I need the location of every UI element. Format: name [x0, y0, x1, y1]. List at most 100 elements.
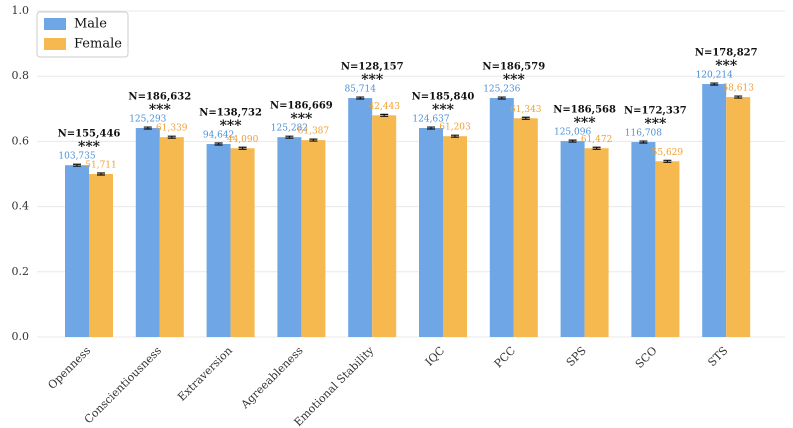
count-label: 124,637	[412, 115, 449, 125]
bar	[372, 115, 397, 337]
bar	[726, 97, 751, 338]
count-label: 58,613	[722, 84, 754, 94]
y-tick-label: 0.2	[12, 265, 30, 278]
error-bar	[214, 142, 223, 146]
legend-swatch	[44, 38, 66, 50]
legend-label: Female	[74, 37, 122, 52]
x-tick-label: SCO	[633, 344, 660, 371]
significance: ***	[361, 72, 384, 88]
error-bar	[309, 138, 318, 142]
bar	[513, 118, 538, 337]
count-label: 61,203	[439, 123, 471, 133]
bar	[159, 137, 184, 337]
n-label: N=186,579	[482, 62, 545, 73]
error-bar	[167, 135, 176, 139]
error-bar	[497, 96, 506, 100]
n-label: N=138,732	[199, 108, 262, 119]
x-tick-label: Openness	[45, 344, 93, 392]
count-label: 116,708	[625, 129, 662, 139]
bar	[631, 142, 656, 337]
y-tick-label: 0.0	[12, 330, 30, 343]
legend-swatch	[44, 18, 66, 30]
n-label: N=128,157	[341, 62, 404, 73]
x-tick-label: Extraversion	[175, 344, 235, 404]
x-tick-label: IQC	[423, 344, 448, 369]
bar	[135, 128, 160, 337]
count-label: 61,472	[581, 135, 613, 145]
count-label: 61,387	[298, 127, 330, 137]
count-label: 42,443	[368, 102, 400, 112]
bar	[419, 128, 443, 337]
count-label: 94,642	[203, 131, 235, 141]
significance: ***	[432, 102, 455, 118]
bar	[348, 98, 373, 338]
n-label: N=185,840	[412, 92, 475, 103]
error-bar	[73, 163, 81, 167]
count-label: 120,214	[696, 71, 733, 81]
error-bar	[592, 146, 601, 150]
error-bar	[285, 135, 294, 139]
bar	[230, 148, 255, 337]
x-tick-label: Emotional Stability	[292, 343, 377, 428]
bar	[301, 140, 326, 337]
error-bar	[143, 126, 152, 130]
error-bar	[568, 139, 577, 143]
bar	[702, 84, 727, 337]
n-label: N=178,827	[695, 48, 758, 59]
significance: ***	[574, 115, 597, 131]
bar	[489, 98, 514, 338]
error-bar	[734, 95, 743, 99]
y-tick-label: 0.4	[12, 200, 30, 213]
significance: ***	[290, 111, 313, 127]
error-bar	[521, 116, 530, 120]
y-tick-label: 0.8	[12, 69, 30, 82]
n-label: N=186,632	[128, 92, 191, 103]
count-label: 51,711	[85, 161, 117, 171]
error-bar	[380, 113, 389, 117]
x-tick-label: SPS	[564, 344, 589, 369]
bar	[560, 141, 585, 337]
bar	[584, 148, 609, 337]
bar	[206, 144, 231, 337]
count-label: 125,236	[483, 85, 520, 95]
legend: Male Female	[36, 11, 129, 58]
x-tick-label: STS	[705, 344, 730, 369]
count-label: 85,714	[344, 85, 376, 95]
count-label: 125,282	[271, 124, 308, 134]
count-label: 61,339	[156, 124, 188, 134]
significance: ***	[503, 72, 526, 88]
error-bar	[427, 126, 435, 130]
significance: ***	[715, 58, 738, 74]
x-tick-label: PCC	[492, 344, 518, 370]
y-tick-label: 0.6	[12, 134, 30, 147]
significance: ***	[644, 116, 667, 132]
count-label: 44,090	[227, 135, 259, 145]
count-label: 103,735	[58, 152, 95, 162]
legend-label: Male	[74, 17, 107, 32]
significance: ***	[220, 118, 243, 134]
significance: ***	[149, 102, 172, 118]
bar	[655, 161, 680, 337]
error-bar	[710, 82, 719, 86]
x-tick-label: Agreeableness	[238, 344, 306, 412]
error-bar	[451, 134, 459, 138]
error-bar	[663, 159, 672, 163]
error-bar	[639, 140, 648, 144]
error-bar	[356, 96, 365, 100]
bar	[443, 136, 467, 337]
n-label: N=172,337	[624, 106, 687, 117]
count-label: 55,629	[652, 148, 684, 158]
bar	[89, 174, 113, 337]
n-label: N=155,446	[58, 129, 121, 140]
bar	[65, 165, 89, 337]
bar	[277, 137, 302, 337]
error-bar	[238, 146, 247, 150]
x-tick-label: Conscientiousness	[82, 344, 164, 426]
n-label: N=186,669	[270, 101, 333, 112]
error-bar	[97, 172, 105, 176]
significance: ***	[78, 139, 101, 155]
count-label: 125,293	[129, 115, 166, 125]
n-label: N=186,568	[553, 105, 616, 116]
count-label: 61,343	[510, 105, 542, 115]
